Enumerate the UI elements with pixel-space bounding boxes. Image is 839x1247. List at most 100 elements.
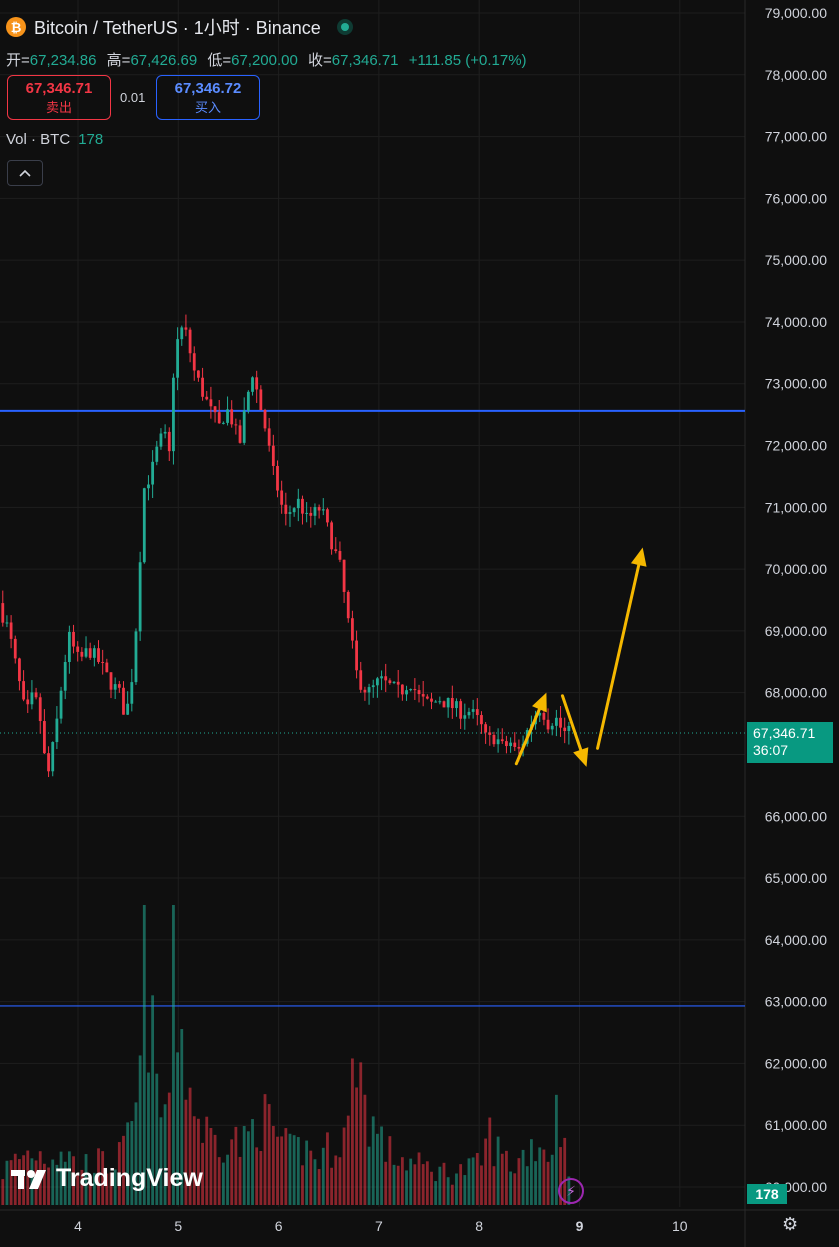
volume-bar bbox=[546, 1161, 550, 1205]
volume-bar bbox=[167, 1092, 171, 1205]
volume-bar bbox=[151, 995, 155, 1205]
candle-body bbox=[234, 424, 238, 426]
volume-bar bbox=[226, 1154, 229, 1205]
time-axis-label: 5 bbox=[174, 1218, 182, 1234]
candle-body bbox=[284, 504, 288, 514]
candle-body bbox=[467, 711, 471, 716]
candle-body bbox=[396, 681, 400, 685]
candle-body bbox=[155, 446, 159, 462]
candle-body bbox=[205, 396, 209, 400]
chevron-up-icon bbox=[19, 169, 31, 177]
lightning-icon[interactable]: ⚡ bbox=[558, 1178, 584, 1204]
annotation-arrow-head bbox=[573, 747, 589, 767]
candle-body bbox=[42, 721, 46, 754]
tradingview-icon bbox=[11, 1169, 46, 1189]
candle-body bbox=[255, 377, 259, 390]
volume-bar bbox=[109, 1172, 113, 1205]
candle-body bbox=[421, 694, 425, 697]
time-axis-label: 6 bbox=[275, 1218, 283, 1234]
tradingview-logo[interactable]: TradingView bbox=[10, 1164, 203, 1193]
candle-body bbox=[80, 651, 84, 657]
volume-bar bbox=[76, 1175, 80, 1205]
volume-label: Vol · BTC bbox=[6, 131, 71, 148]
candle-body bbox=[375, 678, 379, 686]
symbol-title[interactable]: Bitcoin / TetherUS · 1小时 · Binance bbox=[34, 18, 321, 38]
symbol-header[interactable]: ₿ Bitcoin / TetherUS · 1小时 · Binance bbox=[6, 14, 353, 40]
time-axis-label: 10 bbox=[672, 1218, 688, 1234]
candle-body bbox=[330, 522, 334, 550]
candle-body bbox=[505, 741, 508, 747]
volume-bar bbox=[442, 1162, 446, 1205]
volume-bar bbox=[242, 1125, 246, 1205]
volume-bar bbox=[488, 1117, 492, 1205]
price-axis-label: 68,000.00 bbox=[765, 685, 827, 701]
candle-body bbox=[9, 622, 13, 639]
gear-icon[interactable]: ⚙ bbox=[782, 1214, 799, 1234]
volume-bar bbox=[197, 1118, 200, 1205]
candle-body bbox=[384, 676, 388, 681]
candle-body bbox=[217, 412, 221, 424]
volume-bar bbox=[230, 1139, 234, 1205]
candle-body bbox=[192, 353, 196, 371]
candle-body bbox=[367, 687, 371, 693]
candle-body bbox=[130, 682, 134, 704]
candle-body bbox=[251, 377, 254, 392]
bitcoin-icon: ₿ bbox=[6, 17, 26, 37]
annotation-arrow-shaft bbox=[560, 694, 583, 752]
price-axis-label: 79,000.00 bbox=[765, 5, 827, 21]
volume-bar bbox=[80, 1169, 84, 1205]
candle-body bbox=[259, 389, 263, 411]
volume-bar bbox=[380, 1126, 383, 1205]
volume-bar bbox=[288, 1133, 292, 1205]
volume-bar bbox=[409, 1158, 413, 1205]
volume-bar bbox=[417, 1152, 421, 1205]
volume-bar bbox=[550, 1154, 554, 1205]
last-price-tag: 67,346.71 36:07 bbox=[747, 722, 833, 763]
candle-body bbox=[475, 709, 479, 716]
volume-bar bbox=[47, 1167, 50, 1205]
candle-body bbox=[117, 684, 121, 688]
price-axis-label: 65,000.00 bbox=[765, 870, 827, 886]
candle-body bbox=[18, 658, 21, 682]
candle-body bbox=[22, 681, 25, 700]
candle-body bbox=[405, 690, 408, 695]
volume-bar bbox=[263, 1094, 267, 1205]
volume-legend[interactable]: Vol · BTC 178 bbox=[6, 131, 103, 148]
close-value: 67,346.71 bbox=[331, 52, 399, 69]
candle-body bbox=[292, 508, 296, 513]
candle-body bbox=[1, 603, 5, 623]
candle-body bbox=[213, 406, 217, 413]
buy-button[interactable]: 67,346.72 买入 bbox=[156, 75, 260, 120]
candle-body bbox=[434, 701, 438, 703]
volume-bar bbox=[421, 1164, 425, 1205]
volume-bar bbox=[513, 1173, 517, 1205]
candle-body bbox=[142, 488, 146, 563]
sell-button[interactable]: 67,346.71 卖出 bbox=[7, 75, 111, 120]
candle-body bbox=[388, 680, 392, 684]
volume-bar bbox=[105, 1173, 109, 1205]
candle-body bbox=[338, 551, 342, 560]
volume-bar bbox=[267, 1104, 271, 1205]
candle-body bbox=[559, 717, 562, 728]
volume-bar bbox=[284, 1128, 288, 1205]
candle-body bbox=[450, 697, 454, 709]
candle-body bbox=[184, 327, 188, 330]
market-open-icon bbox=[336, 19, 353, 35]
candle-body bbox=[446, 697, 450, 708]
candle-body bbox=[442, 701, 446, 708]
candle-body bbox=[163, 431, 167, 434]
candle-body bbox=[430, 698, 433, 702]
candle-body bbox=[230, 409, 234, 425]
volume-bar bbox=[172, 905, 175, 1205]
volume-bar bbox=[521, 1149, 525, 1205]
volume-bar bbox=[359, 1062, 363, 1205]
buy-price: 67,346.72 bbox=[174, 80, 242, 97]
price-axis-label: 69,000.00 bbox=[765, 623, 827, 639]
volume-bar bbox=[9, 1160, 13, 1205]
volume-bar bbox=[192, 1116, 196, 1205]
volume-bar bbox=[480, 1165, 483, 1205]
candle-body bbox=[363, 689, 367, 693]
collapse-legend-button[interactable] bbox=[7, 160, 43, 186]
